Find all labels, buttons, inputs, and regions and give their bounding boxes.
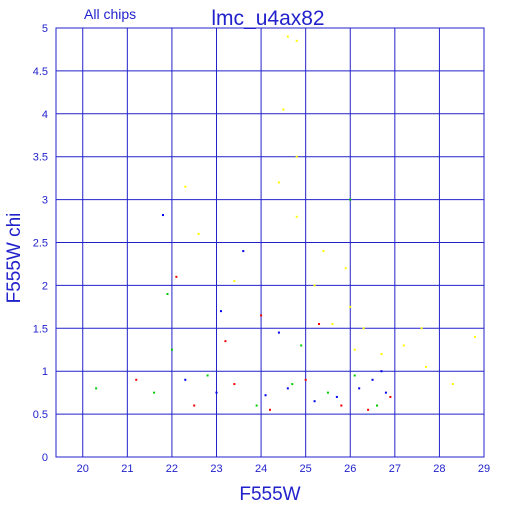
- data-point: [295, 215, 298, 218]
- data-point: [420, 327, 423, 330]
- data-point: [349, 198, 352, 201]
- data-point: [242, 250, 245, 253]
- data-point: [286, 35, 289, 38]
- x-tick-label: 21: [121, 463, 133, 475]
- data-point: [304, 378, 307, 381]
- data-point: [353, 348, 356, 351]
- data-point: [380, 370, 383, 373]
- y-tick-label: 4.5: [33, 66, 48, 78]
- x-tick-label: 23: [210, 463, 222, 475]
- x-tick-label: 27: [389, 463, 401, 475]
- y-tick-labels: 0 0.5 1 1.5 2 2.5 3 3.5 4 4.5 5: [33, 23, 48, 464]
- y-tick-label: 3: [42, 195, 48, 207]
- data-point: [170, 348, 173, 351]
- data-point: [335, 395, 338, 398]
- data-point: [425, 365, 428, 368]
- x-tick-label: 24: [255, 463, 267, 475]
- chart-subtitle: All chips: [84, 6, 136, 22]
- data-point: [376, 404, 378, 407]
- x-tick-label: 22: [166, 463, 178, 475]
- data-point: [380, 353, 383, 356]
- data-point: [224, 340, 227, 343]
- y-tick-label: 1: [42, 366, 48, 378]
- y-tick-label: 2.5: [33, 238, 48, 250]
- data-point: [153, 391, 156, 394]
- data-point: [371, 378, 374, 381]
- data-point: [313, 284, 316, 287]
- data-point: [184, 378, 187, 381]
- data-point: [340, 404, 343, 407]
- grid-lines: [56, 27, 485, 458]
- data-point: [264, 394, 267, 397]
- data-point: [215, 391, 218, 394]
- data-point: [286, 387, 289, 390]
- data-point: [269, 408, 271, 411]
- data-points: [95, 35, 477, 411]
- data-point: [184, 185, 187, 188]
- data-point: [193, 404, 196, 407]
- data-point: [358, 387, 361, 390]
- data-point: [197, 232, 200, 235]
- y-tick-label: 2: [42, 280, 48, 292]
- data-point: [135, 378, 138, 381]
- data-point: [277, 181, 280, 184]
- y-tick-label: 1.5: [33, 323, 48, 335]
- x-tick-label: 25: [300, 463, 312, 475]
- data-point: [451, 383, 454, 386]
- y-tick-label: 5: [42, 23, 48, 35]
- data-point: [318, 323, 321, 326]
- data-point: [344, 267, 347, 270]
- data-point: [206, 374, 209, 377]
- data-point: [95, 387, 98, 390]
- data-point: [349, 305, 352, 308]
- data-point: [384, 391, 387, 394]
- y-tick-label: 4: [42, 109, 48, 121]
- y-tick-label: 0.5: [33, 409, 48, 421]
- data-point: [219, 310, 222, 313]
- x-tick-label: 28: [433, 463, 445, 475]
- data-point: [362, 327, 365, 330]
- x-tick-label: 29: [478, 463, 490, 475]
- data-point: [353, 374, 356, 377]
- data-point: [295, 155, 298, 158]
- plot-frame: [55, 27, 485, 458]
- chart-title: lmc_u4ax82: [211, 7, 324, 30]
- data-point: [277, 331, 280, 334]
- x-tick-labels: 20 21 22 23 24 25 26 27 28 29: [77, 463, 491, 475]
- data-point: [166, 292, 169, 295]
- data-point: [162, 214, 164, 217]
- data-point: [291, 383, 294, 386]
- data-point: [402, 344, 405, 347]
- data-point: [175, 275, 178, 278]
- y-tick-label: 0: [42, 452, 48, 464]
- data-point: [474, 335, 477, 338]
- data-point: [255, 404, 258, 407]
- data-point: [389, 395, 392, 398]
- data-point: [322, 250, 325, 253]
- data-point: [313, 400, 316, 403]
- data-point: [282, 108, 285, 111]
- data-point: [326, 391, 329, 394]
- data-point: [233, 280, 236, 283]
- data-point: [295, 39, 298, 42]
- data-point: [300, 344, 303, 347]
- x-axis-label: F555W: [239, 484, 300, 505]
- data-point: [331, 323, 334, 326]
- data-point: [367, 408, 370, 411]
- y-axis-label: F555W chi: [4, 213, 25, 304]
- data-point: [260, 314, 263, 317]
- x-tick-label: 20: [77, 463, 89, 475]
- x-tick-label: 26: [344, 463, 356, 475]
- data-point: [233, 383, 236, 386]
- y-tick-label: 3.5: [33, 152, 48, 164]
